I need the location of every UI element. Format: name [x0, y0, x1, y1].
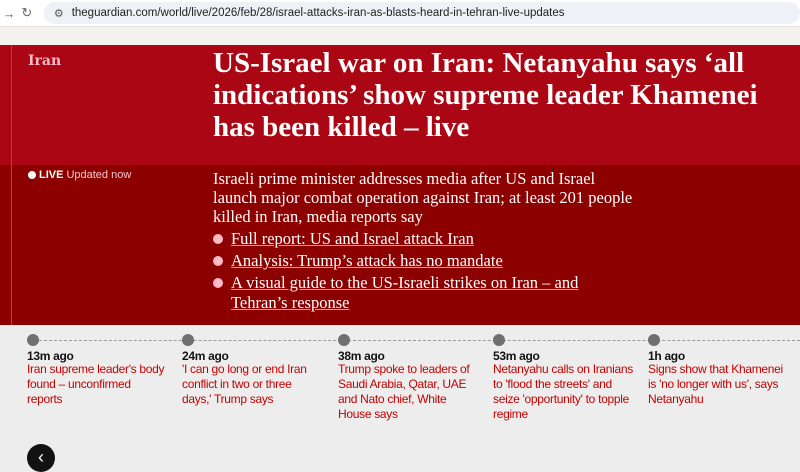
- event-headline[interactable]: Iran supreme leader's body found – uncon…: [27, 362, 165, 406]
- timeline-dot-icon: [648, 334, 660, 346]
- live-status: LIVE Updated now: [28, 169, 131, 181]
- standfirst-section: [0, 165, 800, 325]
- list-item: A visual guide to the US-Israeli strikes…: [213, 273, 633, 313]
- list-item: Full report: US and Israel attack Iran: [213, 229, 633, 249]
- link-full-report[interactable]: Full report: US and Israel attack Iran: [231, 229, 474, 248]
- chevron-left-icon: ‹: [38, 447, 44, 467]
- event-headline[interactable]: Signs show that Khamenei is 'no longer w…: [648, 362, 783, 406]
- bullet-icon: [213, 256, 223, 266]
- event-headline[interactable]: Netanyahu calls on Iranians to 'flood th…: [493, 362, 633, 421]
- timeline-dot-icon: [27, 334, 39, 346]
- live-dot-icon: [28, 171, 36, 179]
- key-events-timeline: 13m ago Iran supreme leader's body found …: [0, 333, 800, 470]
- nav-strip: [0, 26, 800, 45]
- divider: [11, 45, 12, 325]
- link-visual-guide[interactable]: A visual guide to the US-Israeli strikes…: [231, 273, 579, 312]
- event-time: 1h ago: [648, 349, 685, 363]
- event-headline[interactable]: 'I can go long or end Iran conflict in t…: [182, 362, 307, 406]
- address-bar[interactable]: ⚙ theguardian.com/world/live/2026/feb/28…: [43, 2, 800, 24]
- related-links: Full report: US and Israel attack Iran A…: [213, 229, 633, 315]
- event-time: 38m ago: [338, 349, 385, 363]
- site-settings-icon[interactable]: ⚙: [53, 7, 64, 20]
- timeline-dot-icon: [338, 334, 350, 346]
- url-text: theguardian.com/world/live/2026/feb/28/i…: [71, 7, 565, 19]
- article-header: [0, 45, 800, 165]
- section-kicker[interactable]: Iran: [28, 53, 62, 69]
- forward-icon[interactable]: →: [2, 5, 16, 21]
- live-label: LIVE: [39, 169, 64, 181]
- timeline-line: [34, 340, 800, 341]
- event-time: 13m ago: [27, 349, 74, 363]
- event-time: 53m ago: [493, 349, 540, 363]
- event-headline[interactable]: Trump spoke to leaders of Saudi Arabia, …: [338, 362, 470, 421]
- timeline-dot-icon: [182, 334, 194, 346]
- standfirst: Israeli prime minister addresses media a…: [213, 169, 633, 226]
- bullet-icon: [213, 234, 223, 244]
- bullet-icon: [213, 278, 223, 288]
- reload-icon[interactable]: ↻: [21, 5, 33, 20]
- event-time: 24m ago: [182, 349, 229, 363]
- browser-toolbar: → ↻ ⚙ theguardian.com/world/live/2026/fe…: [0, 0, 800, 26]
- list-item: Analysis: Trump’s attack has no mandate: [213, 251, 633, 271]
- timeline-previous-button[interactable]: ‹: [27, 444, 55, 472]
- updated-text: Updated now: [66, 169, 132, 181]
- link-analysis[interactable]: Analysis: Trump’s attack has no mandate: [231, 251, 503, 270]
- page-title: US-Israel war on Iran: Netanyahu says ‘a…: [213, 47, 758, 143]
- timeline-dot-icon: [493, 334, 505, 346]
